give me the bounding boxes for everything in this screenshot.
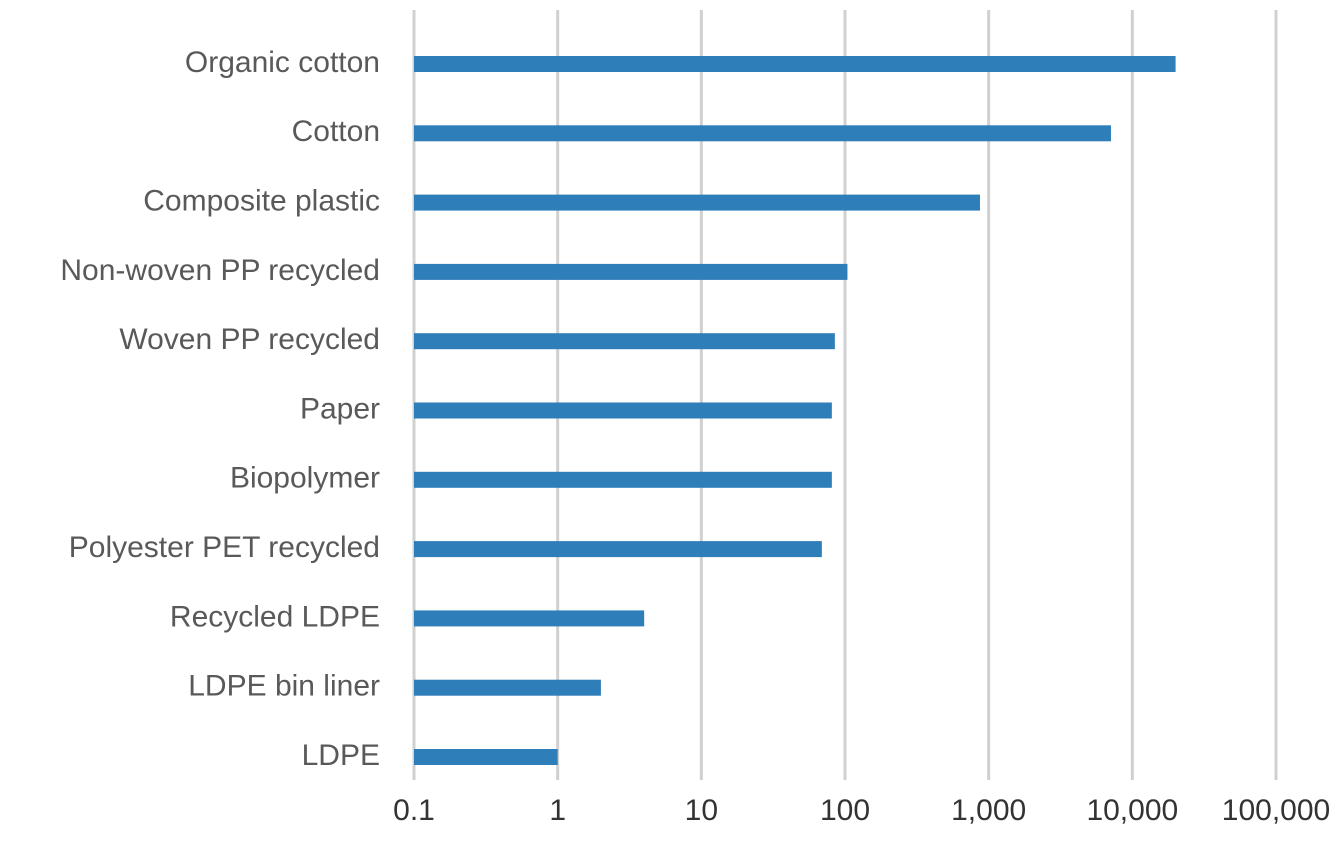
x-tick-label: 0.1 bbox=[393, 794, 435, 827]
category-label: LDPE bbox=[302, 739, 380, 772]
x-tick-label: 100,000 bbox=[1222, 794, 1330, 827]
category-label: LDPE bin liner bbox=[188, 670, 380, 703]
category-labels: Organic cotton Cotton Composite plastic Non… bbox=[60, 46, 380, 772]
category-label: Organic cotton bbox=[185, 46, 380, 79]
category-label: Biopolymer bbox=[230, 462, 380, 495]
x-tick-label: 100 bbox=[820, 794, 870, 827]
category-label: Non-woven PP recycled bbox=[60, 254, 380, 287]
x-tick-labels: 0.1 1 10 100 1,000 10,000 100,000 bbox=[393, 794, 1330, 827]
bar bbox=[414, 471, 832, 488]
category-label: Recycled LDPE bbox=[170, 600, 380, 633]
bar bbox=[414, 749, 558, 765]
bar bbox=[414, 402, 832, 419]
bar bbox=[414, 56, 1176, 72]
x-tick-label: 1 bbox=[549, 794, 566, 827]
category-label: Paper bbox=[300, 392, 380, 425]
bar bbox=[414, 194, 980, 211]
category-label: Woven PP recycled bbox=[119, 323, 380, 356]
x-tick-label: 10 bbox=[685, 794, 718, 827]
x-tick-label: 10,000 bbox=[1086, 794, 1178, 827]
x-tick-label: 1,000 bbox=[951, 794, 1026, 827]
bar bbox=[414, 333, 835, 350]
category-label: Composite plastic bbox=[143, 185, 380, 218]
bar bbox=[414, 679, 601, 696]
category-label: Polyester PET recycled bbox=[69, 531, 380, 564]
category-label: Cotton bbox=[292, 115, 380, 148]
bar bbox=[414, 125, 1111, 142]
bar bbox=[414, 610, 645, 627]
bar bbox=[414, 263, 848, 280]
bar bbox=[414, 541, 822, 558]
bars bbox=[414, 56, 1176, 765]
